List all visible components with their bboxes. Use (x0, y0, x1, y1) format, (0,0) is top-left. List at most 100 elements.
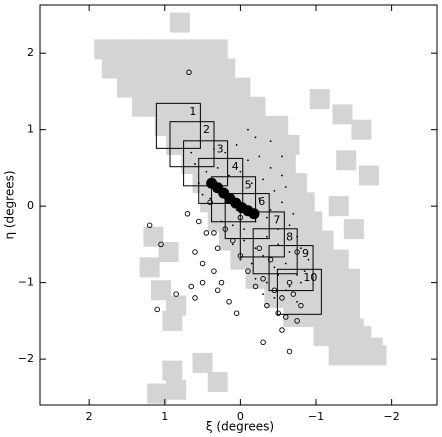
survey-field (279, 134, 300, 155)
field-box (224, 193, 270, 240)
star-dot (262, 178, 264, 181)
survey-field (362, 337, 383, 358)
survey-field (132, 39, 153, 60)
open-circle (186, 69, 192, 76)
survey-field (241, 134, 262, 155)
open-circle (267, 256, 274, 263)
open-circle (211, 268, 217, 274)
box-label: 7 (273, 213, 280, 226)
survey-field (275, 192, 296, 213)
star-dot (254, 277, 257, 280)
x-tick-label: −2 (384, 410, 400, 423)
box-label: 9 (302, 247, 309, 260)
box-label: 5 (245, 178, 252, 191)
star-dot (254, 247, 257, 250)
star-dot (288, 224, 291, 227)
y-axis-label: η (degrees) (3, 170, 17, 239)
star-dot (273, 266, 276, 269)
star-dot (243, 239, 246, 242)
open-circle (283, 314, 289, 320)
survey-field (113, 39, 134, 60)
survey-field (294, 192, 315, 213)
survey-field (268, 249, 289, 270)
survey-field (321, 307, 342, 328)
survey-field (313, 230, 334, 251)
survey-field (211, 77, 232, 98)
survey-field (343, 219, 364, 240)
survey-field (147, 383, 168, 404)
open-circle (237, 214, 244, 221)
survey-field (219, 230, 240, 251)
star-dot (239, 258, 242, 261)
star-dot (216, 167, 219, 169)
core-blob (248, 208, 260, 220)
star-dot (296, 300, 299, 303)
star-dot (254, 136, 257, 139)
open-circle (214, 287, 221, 294)
survey-field (249, 115, 270, 136)
survey-field (219, 154, 240, 175)
survey-field (245, 96, 266, 117)
star-dot (269, 209, 272, 211)
open-circle (192, 295, 198, 301)
survey-field (200, 192, 221, 213)
survey-field (332, 104, 353, 125)
open-circle (290, 291, 297, 297)
survey-field (309, 89, 330, 110)
survey-field (207, 372, 228, 393)
star-dot (288, 285, 291, 288)
x-axis-label: ξ (degrees) (206, 420, 274, 434)
field-box (169, 121, 215, 168)
star-dot (194, 163, 196, 165)
survey-field (116, 77, 137, 98)
survey-field (169, 12, 190, 33)
open-circle (173, 291, 179, 297)
survey-field (256, 154, 277, 175)
plot-frame (39, 4, 438, 406)
x-tick-label: 0 (237, 410, 244, 423)
open-circle (211, 230, 217, 236)
survey-field (215, 58, 236, 79)
survey-field (283, 307, 304, 328)
open-circle (260, 339, 266, 346)
survey-field (313, 268, 334, 289)
star-dot (296, 274, 299, 276)
survey-field (135, 77, 156, 98)
star-dot (284, 262, 287, 265)
open-circle (298, 302, 304, 309)
survey-field (249, 249, 270, 270)
star-dot (250, 182, 253, 185)
star-dot (292, 212, 295, 215)
open-circle (188, 283, 194, 290)
star-dot (265, 235, 268, 238)
survey-field (150, 96, 171, 117)
survey-field (211, 115, 232, 136)
survey-field (188, 39, 209, 60)
survey-field (173, 77, 194, 98)
field-box (252, 228, 298, 275)
star-dot (220, 220, 223, 223)
open-circle (214, 245, 221, 251)
star-dot (262, 254, 264, 257)
star-dot (258, 155, 261, 158)
y-tick-label: −2 (18, 352, 34, 365)
star-dot (299, 281, 302, 284)
open-circle (279, 327, 285, 333)
survey-field (336, 150, 357, 171)
box-label: 6 (258, 195, 265, 208)
open-circle (196, 218, 202, 225)
open-circle (154, 306, 160, 313)
star-dot (201, 193, 204, 196)
survey-field (173, 115, 194, 136)
star-dot (296, 235, 299, 238)
open-circle (271, 287, 278, 294)
y-tick-label: −1 (18, 276, 34, 289)
star-dot (209, 197, 212, 200)
survey-field (181, 154, 202, 175)
open-circle (275, 310, 281, 316)
survey-field (120, 58, 141, 79)
open-circle (294, 318, 300, 324)
field-box (268, 245, 314, 292)
x-tick-label: 2 (86, 410, 93, 423)
